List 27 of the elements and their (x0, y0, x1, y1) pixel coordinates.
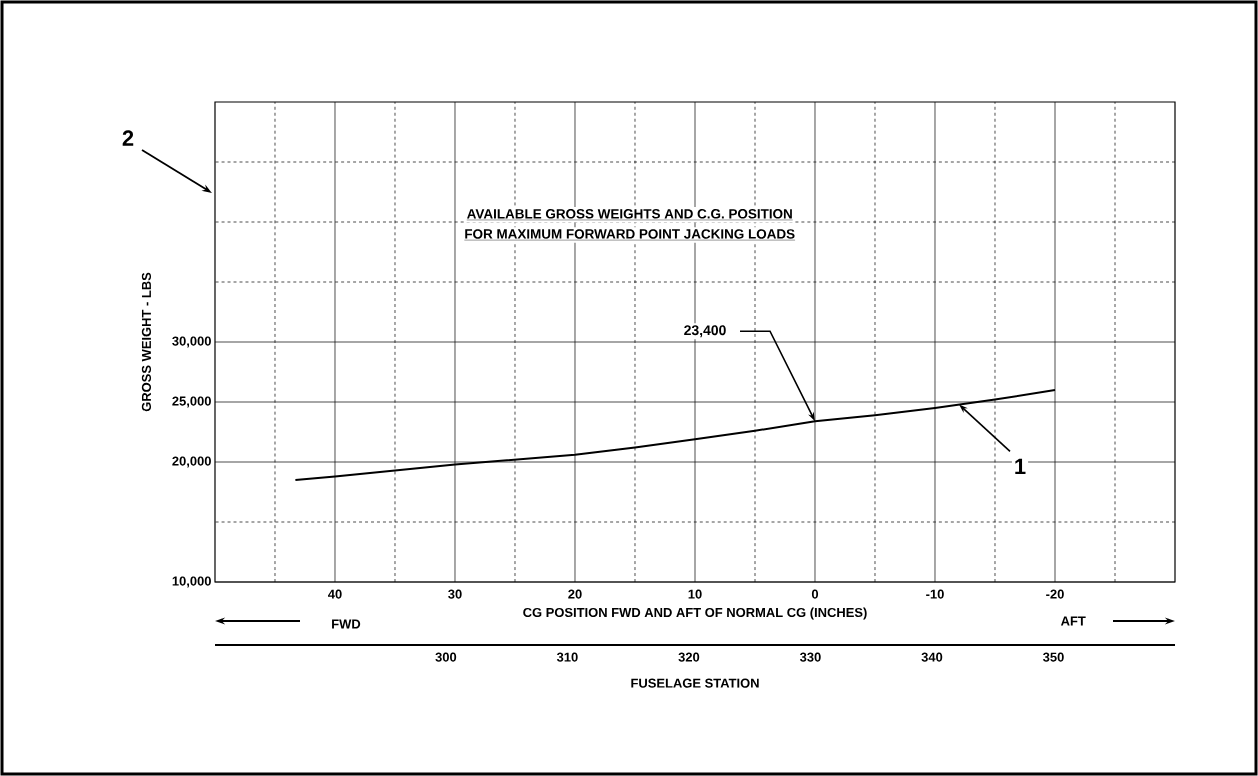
x2-tick-label: 330 (799, 652, 821, 662)
x-tick-label: 10 (688, 589, 702, 599)
x-tick-label: -10 (926, 589, 944, 599)
x-tick-label: 40 (328, 589, 342, 599)
y-tick-label: 30,000 (172, 336, 211, 348)
annotation: 1 (1015, 458, 1026, 474)
x2-axis-title: FUSELAGE STATION (631, 678, 759, 688)
x2-tick-label: 300 (435, 652, 457, 662)
text: AVAILABLE GROSS WEIGHTS AND C.G. POSITION (467, 209, 792, 219)
x2-tick-label: 340 (921, 652, 943, 662)
text: AFT (1060, 616, 1086, 626)
y-tick-label: 25,000 (172, 396, 211, 408)
x-tick-label: 30 (448, 589, 462, 599)
x2-tick-label: 320 (678, 652, 700, 662)
text: FOR MAXIMUM FORWARD POINT JACKING LOADS (465, 229, 795, 239)
y-tick-label: 20,000 (172, 456, 211, 468)
x2-tick-label: 350 (1042, 652, 1064, 662)
x-tick-label: 20 (568, 589, 582, 599)
y-axis-title: GROSS WEIGHT - LBS (141, 272, 152, 412)
x-tick-label: -20 (1046, 589, 1064, 599)
text: FWD (332, 619, 361, 629)
x-axis-title: CG POSITION FWD AND AFT OF NORMAL CG (INCHES) (523, 607, 867, 620)
x2-tick-label: 310 (556, 652, 578, 662)
text: 2 (122, 130, 134, 146)
y-tick-label: 10,000 (172, 576, 211, 588)
annotation: 23,400 (684, 325, 726, 338)
x-tick-label: 0 (811, 589, 819, 599)
